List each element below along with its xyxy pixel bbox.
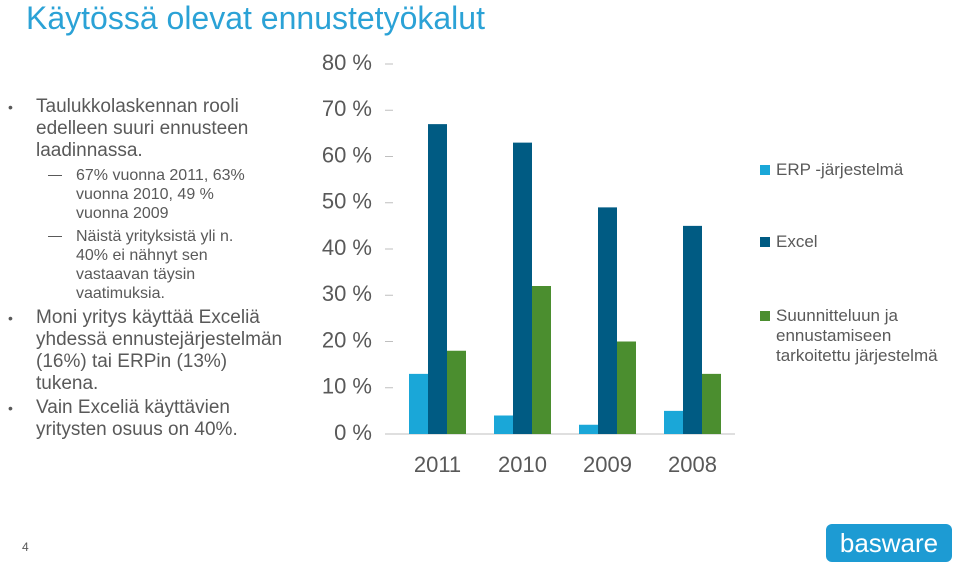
x-tick-label: 2009 bbox=[583, 452, 632, 477]
legend-label: Excel bbox=[776, 232, 818, 251]
logo: basware bbox=[826, 524, 952, 562]
bar bbox=[664, 410, 683, 434]
y-tick-label: 30 % bbox=[322, 281, 372, 306]
x-tick-label: 2008 bbox=[668, 452, 717, 477]
bar bbox=[683, 225, 702, 434]
bar bbox=[447, 350, 466, 434]
sub-bullet: 67% vuonna 2011, 63% vuonna 2010, 49 % v… bbox=[8, 166, 266, 223]
legend-label: Suunnitteluun ja ennustamiseen tarkoitet… bbox=[776, 306, 938, 365]
bar bbox=[617, 341, 636, 434]
y-tick-label: 50 % bbox=[322, 189, 372, 214]
bar bbox=[494, 415, 513, 434]
legend-swatch bbox=[760, 311, 770, 321]
legend-swatch bbox=[760, 165, 770, 175]
y-tick-label: 60 % bbox=[322, 142, 372, 167]
bar bbox=[579, 424, 598, 434]
bar bbox=[532, 286, 551, 434]
y-tick-label: 80 % bbox=[322, 50, 372, 75]
page-number: 4 bbox=[22, 540, 29, 554]
x-tick-label: 2010 bbox=[498, 452, 547, 477]
bullet: Vain Exceliä käyttävien yritysten osuus … bbox=[8, 397, 288, 441]
legend-swatch bbox=[760, 237, 770, 247]
y-tick-label: 20 % bbox=[322, 327, 372, 352]
bullet-list: Taulukkolaskennan rooli edelleen suuri e… bbox=[8, 96, 288, 443]
bar bbox=[598, 207, 617, 434]
legend-item: ERP -järjestelmä bbox=[760, 160, 903, 180]
bar bbox=[409, 373, 428, 434]
sub-bullet: Näistä yrityksistä yli n. 40% ei nähnyt … bbox=[8, 227, 266, 303]
bar bbox=[513, 142, 532, 434]
bar bbox=[702, 373, 721, 434]
y-tick-label: 40 % bbox=[322, 235, 372, 260]
bar bbox=[428, 124, 447, 434]
bullet: Taulukkolaskennan rooli edelleen suuri e… bbox=[8, 96, 288, 162]
y-tick-label: 0 % bbox=[334, 420, 372, 445]
y-tick-label: 70 % bbox=[322, 96, 372, 121]
legend-item: Excel bbox=[760, 232, 818, 252]
bullet: Moni yritys käyttää Exceliä yhdessä ennu… bbox=[8, 307, 288, 395]
legend-label: ERP -järjestelmä bbox=[776, 160, 904, 179]
x-tick-label: 2011 bbox=[414, 452, 461, 477]
y-tick-label: 10 % bbox=[322, 374, 372, 399]
slide-title: Käytössä olevat ennustetyökalut bbox=[26, 0, 485, 36]
legend-item: Suunnitteluun ja ennustamiseen tarkoitet… bbox=[760, 306, 960, 366]
